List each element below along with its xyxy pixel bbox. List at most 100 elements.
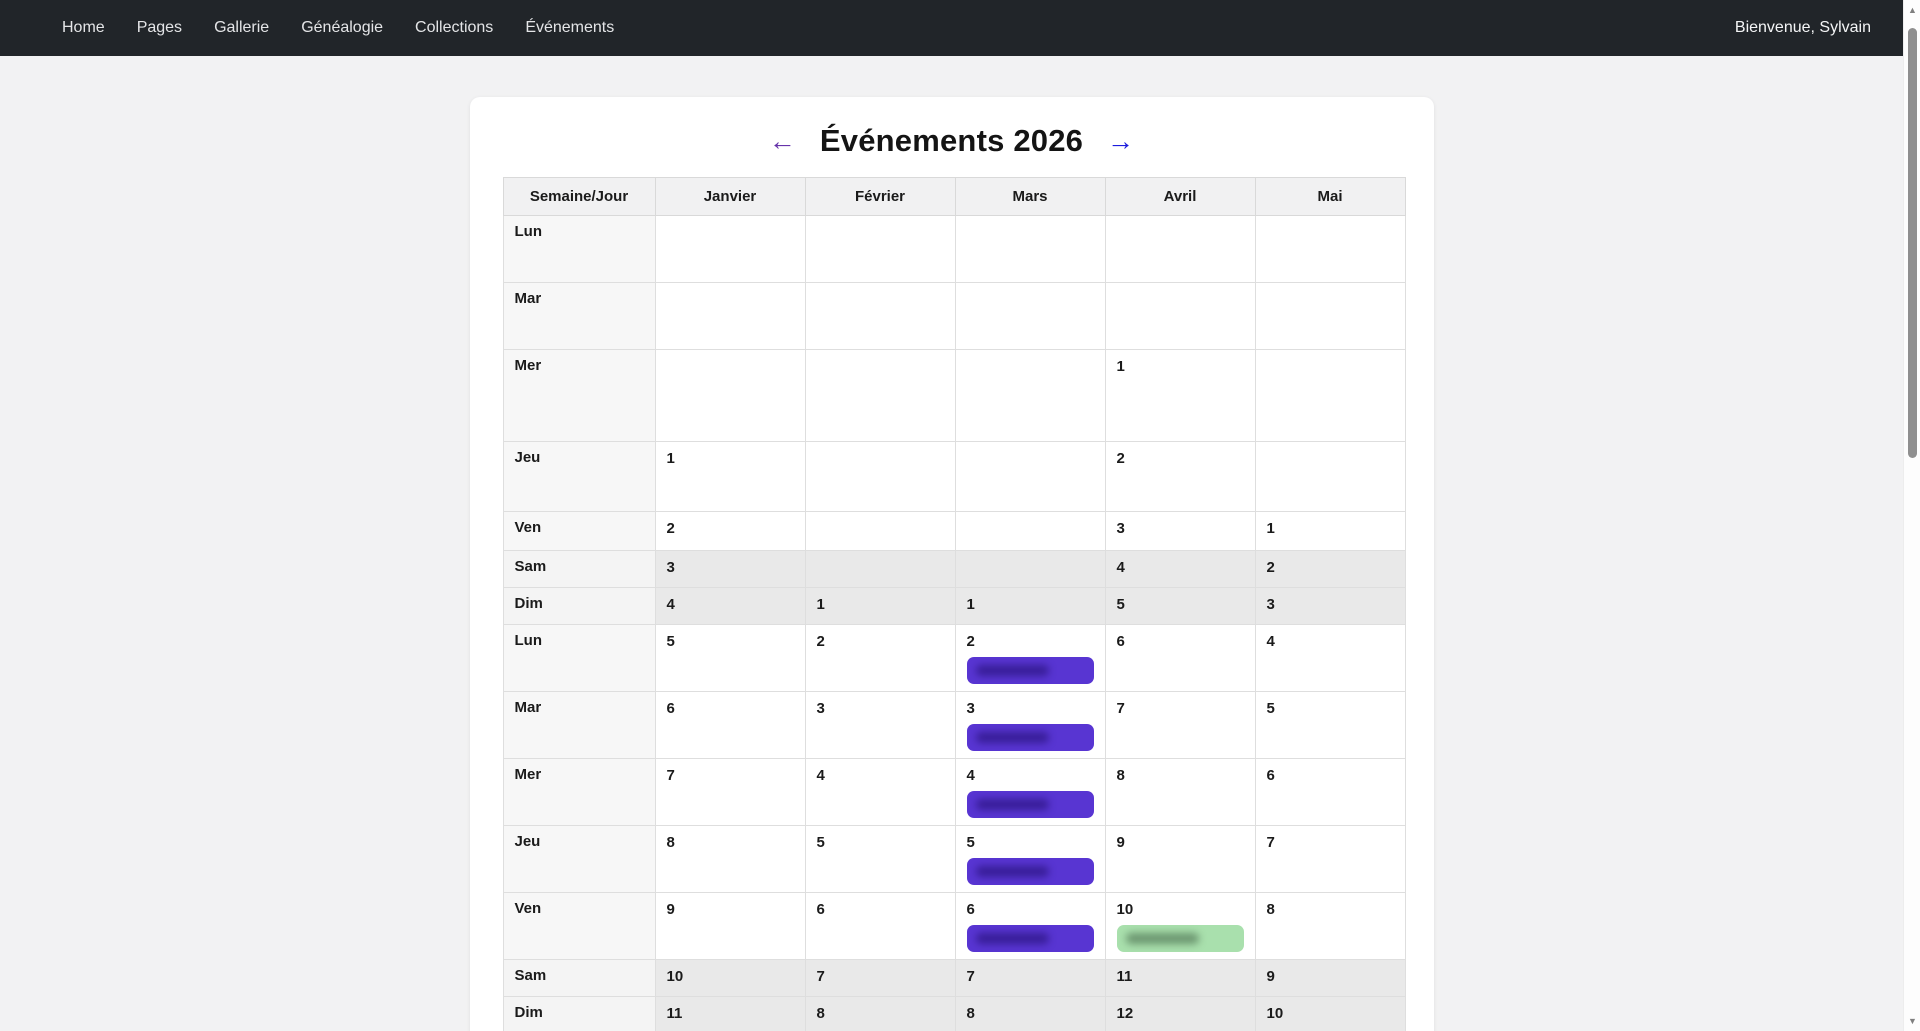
nav-item-genealogie[interactable]: Généalogie [301, 19, 384, 36]
calendar-row-dim-13: Dim 11 8 8 12 10 [502, 996, 1406, 1031]
day-cell-mars-3: 3 [954, 691, 1106, 759]
column-header-avril: Avril [1104, 177, 1256, 216]
day-label-dim: Dim [502, 996, 656, 1031]
day-cell-mai-7: 7 [1254, 825, 1406, 893]
day-number: 10 [666, 968, 684, 985]
day-number: 6 [1266, 767, 1275, 784]
scrollbar-up-arrow-icon[interactable]: ▲ [1908, 5, 1917, 15]
welcome-text: Bienvenue, Sylvain [1734, 19, 1871, 36]
next-year-link[interactable]: → [1107, 125, 1135, 156]
day-cell-avril-1: 1 [1104, 349, 1256, 442]
scrollbar[interactable]: ▲ ▼ [1903, 0, 1920, 1031]
column-header-mai: Mai [1254, 177, 1406, 216]
calendar-row-dim-6: Dim 4 1 1 5 3 [502, 587, 1406, 625]
day-cell-mars-5: 5 [954, 825, 1106, 893]
day-cell-janvier-5: 5 [654, 624, 806, 692]
day-cell-avril-11: 11 [1104, 959, 1256, 997]
day-number: 5 [666, 633, 675, 650]
day-cell-fevrier-empty [804, 349, 956, 442]
day-cell-mai-2: 2 [1254, 550, 1406, 588]
day-cell-avril-3: 3 [1104, 511, 1256, 551]
day-cell-janvier-3: 3 [654, 550, 806, 588]
day-number: 6 [1116, 633, 1125, 650]
event-badge-purple-mars-5[interactable] [966, 858, 1094, 885]
day-cell-janvier-11: 11 [654, 996, 806, 1031]
nav-item-pages[interactable]: Pages [136, 19, 183, 36]
nav-links: Home Pages Gallerie Généalogie Collections Év… [46, 3, 630, 53]
day-cell-janvier-6: 6 [654, 691, 806, 759]
calendar-row-lun-0: Lun [502, 215, 1406, 283]
calendar-row-ven-4: Ven 2 3 1 [502, 511, 1406, 551]
scrollbar-thumb[interactable] [1908, 28, 1917, 458]
day-cell-mars-4: 4 [954, 758, 1106, 826]
day-number: 6 [816, 901, 825, 918]
day-label-jeu: Jeu [502, 441, 656, 512]
day-number: 8 [1266, 901, 1275, 918]
day-number: 6 [966, 901, 975, 918]
event-badge-purple-mars-4[interactable] [966, 791, 1094, 818]
day-cell-fevrier-3: 3 [804, 691, 956, 759]
event-badge-green-avril-10[interactable] [1116, 925, 1244, 952]
day-number: 9 [1116, 834, 1125, 851]
day-cell-mars-8: 8 [954, 996, 1106, 1031]
blurred-event-text [1125, 933, 1200, 944]
calendar-row-mar-8: Mar 6 3 3 7 5 [502, 691, 1406, 759]
day-cell-janvier-empty [654, 215, 806, 283]
day-cell-mai-4: 4 [1254, 624, 1406, 692]
event-badge-purple-mars-2[interactable] [966, 657, 1094, 684]
day-number: 3 [1116, 520, 1125, 537]
scrollbar-down-arrow-icon[interactable]: ▼ [1908, 1016, 1917, 1026]
day-number: 1 [966, 596, 975, 613]
day-number: 8 [816, 1005, 825, 1022]
column-header-semaine-jour: Semaine/Jour [502, 177, 656, 216]
day-cell-avril-12: 12 [1104, 996, 1256, 1031]
nav-item-evenements[interactable]: Événements [525, 19, 615, 36]
calendar-row-lun-7: Lun 5 2 2 6 4 [502, 624, 1406, 692]
day-cell-mai-8: 8 [1254, 892, 1406, 960]
calendar-row-mar-1: Mar [502, 282, 1406, 350]
day-number: 3 [1266, 596, 1275, 613]
day-number: 4 [966, 767, 975, 784]
day-cell-janvier-9: 9 [654, 892, 806, 960]
day-label-dim: Dim [502, 587, 656, 625]
day-label-lun: Lun [502, 215, 656, 283]
event-badge-purple-mars-6[interactable] [966, 925, 1094, 952]
column-header-fevrier: Février [804, 177, 956, 216]
day-cell-mars-empty [954, 441, 1106, 512]
day-label-ven: Ven [502, 511, 656, 551]
day-number: 1 [666, 450, 675, 467]
day-cell-mai-5: 5 [1254, 691, 1406, 759]
day-cell-fevrier-empty [804, 511, 956, 551]
day-cell-avril-empty [1104, 282, 1256, 350]
day-number: 11 [1116, 968, 1133, 985]
day-cell-janvier-7: 7 [654, 758, 806, 826]
day-cell-avril-8: 8 [1104, 758, 1256, 826]
nav-item-gallerie[interactable]: Gallerie [214, 19, 270, 36]
previous-year-link[interactable]: ← [768, 125, 796, 156]
event-badge-purple-mars-3[interactable] [966, 724, 1094, 751]
day-label-jeu: Jeu [502, 825, 656, 893]
day-number: 7 [1266, 834, 1275, 851]
day-number: 2 [966, 633, 975, 650]
calendar-row-sam-5: Sam 3 4 2 [502, 550, 1406, 588]
day-number: 4 [666, 596, 675, 613]
day-number: 7 [966, 968, 975, 985]
day-cell-janvier-8: 8 [654, 825, 806, 893]
day-number: 2 [666, 520, 675, 537]
day-cell-fevrier-1: 1 [804, 587, 956, 625]
day-label-ven: Ven [502, 892, 656, 960]
day-number: 5 [1116, 596, 1125, 613]
day-cell-avril-4: 4 [1104, 550, 1256, 588]
day-number: 9 [1266, 968, 1275, 985]
day-cell-fevrier-8: 8 [804, 996, 956, 1031]
day-cell-fevrier-6: 6 [804, 892, 956, 960]
nav-item-collections[interactable]: Collections [415, 19, 494, 36]
day-cell-mai-3: 3 [1254, 587, 1406, 625]
content-area: ← Événements 2026 → Semaine/Jour Janvier F… [0, 56, 1903, 1031]
day-cell-mars-empty [954, 215, 1106, 283]
day-cell-avril-5: 5 [1104, 587, 1256, 625]
nav-item-home[interactable]: Home [62, 19, 105, 36]
blurred-event-text [975, 866, 1050, 877]
column-header-janvier: Janvier [654, 177, 806, 216]
